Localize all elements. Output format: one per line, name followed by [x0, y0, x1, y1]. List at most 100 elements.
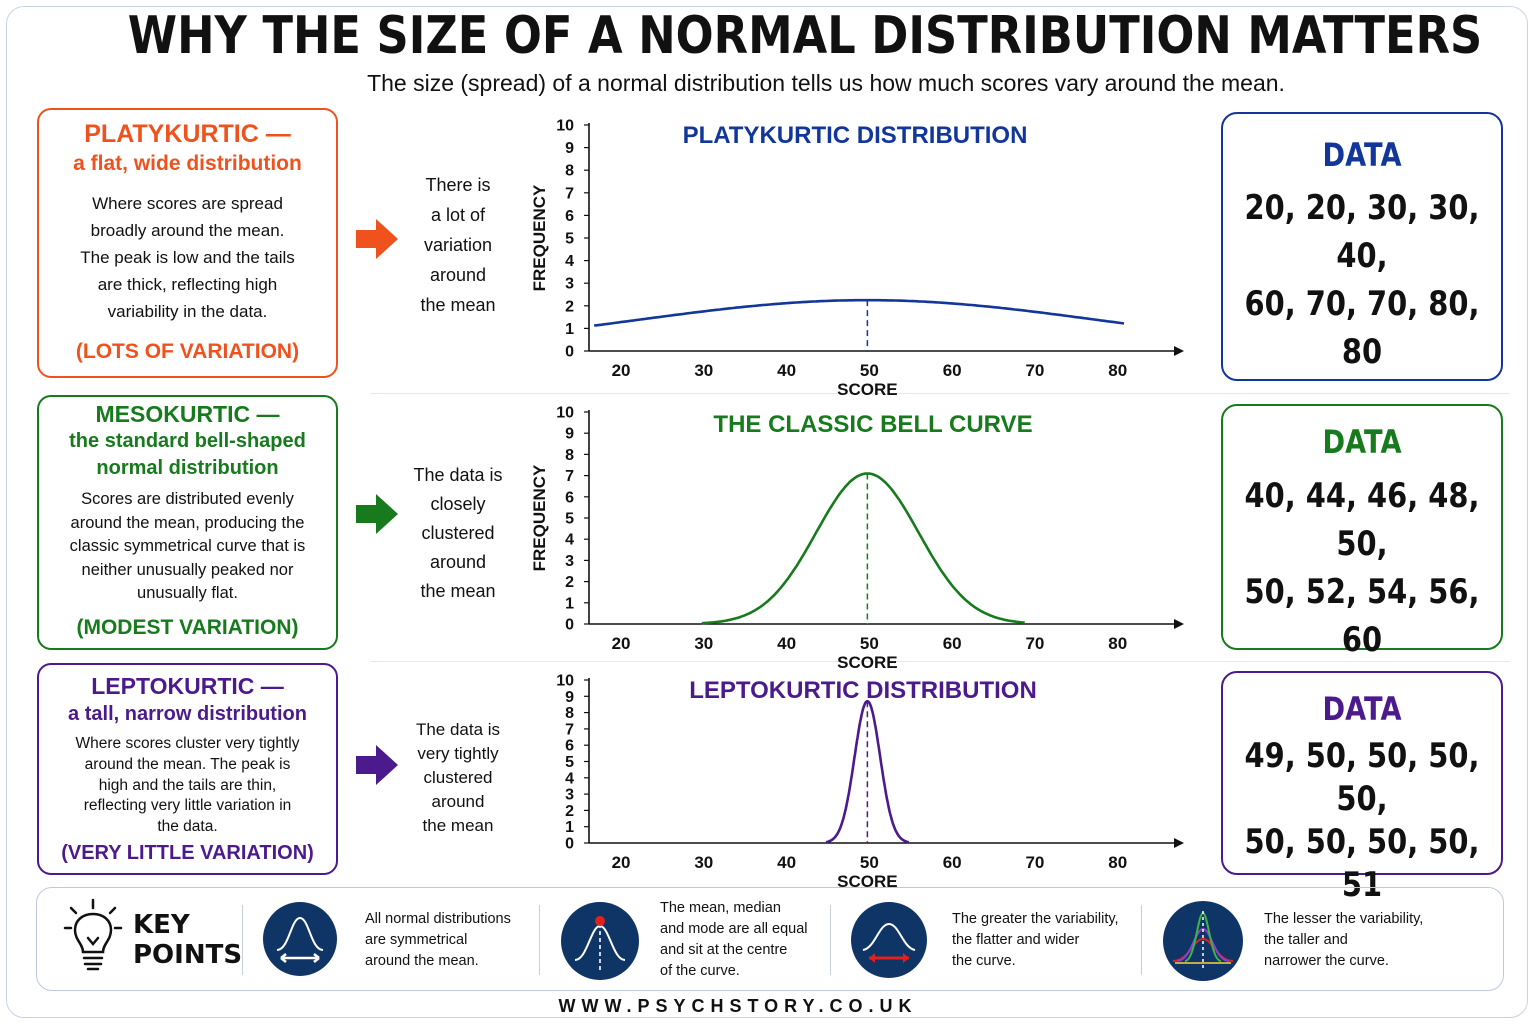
y-tick-label: 3 — [565, 553, 574, 570]
x-tick-label: 80 — [1108, 853, 1127, 872]
x-tick-label: 20 — [612, 361, 631, 380]
platykurtic-subheading: a flat, wide distribution — [73, 152, 302, 175]
leptokurtic-description-box: LEPTOKURTIC — a tall, narrow distributio… — [37, 663, 338, 875]
x-tick-label: 70 — [1025, 853, 1044, 872]
platykurtic-heading: PLATYKURTIC — — [84, 120, 291, 148]
x-tick-label: 20 — [612, 853, 631, 872]
platykurtic-variation-label: (LOTS OF VARIATION) — [75, 340, 300, 363]
leptokurtic-variation-note: The data is very tightly clustered around th… — [415, 720, 501, 835]
y-tick-label: 5 — [565, 231, 574, 248]
platykurtic-data-box: DATA 20, 20, 30, 30, 40, 60, 70, 70, 80, … — [1221, 112, 1503, 381]
x-tick-label: 20 — [612, 634, 631, 653]
y-tick-label: 6 — [565, 489, 574, 506]
y-tick-label: 10 — [556, 118, 574, 135]
y-tick-label: 2 — [565, 574, 574, 591]
divider — [830, 905, 831, 975]
y-tick-label: 8 — [565, 163, 574, 180]
x-tick-label: 60 — [943, 853, 962, 872]
mesokurtic-description-box: MESOKURTIC — the standard bell-shaped no… — [37, 395, 338, 650]
mesokurtic-heading: MESOKURTIC — — [95, 401, 280, 427]
platykurtic-description: Where scores are spread broadly around t… — [80, 194, 295, 321]
x-tick-label: 30 — [694, 853, 713, 872]
page-title: WHY THE SIZE OF A NORMAL DISTRIBUTION MA… — [127, 6, 1483, 66]
y-tick-label: 4 — [565, 532, 574, 549]
mesokurtic-subheading: the standard bell-shaped — [69, 430, 306, 452]
y-tick-label: 8 — [565, 705, 574, 722]
x-axis-label: SCORE — [837, 653, 897, 672]
page-frame — [6, 6, 1528, 1018]
data-heading: DATA — [1322, 136, 1402, 174]
distribution-curve — [701, 472, 1025, 625]
y-tick-label: 7 — [565, 721, 574, 738]
y-tick-label: 0 — [565, 617, 574, 634]
x-tick-label: 60 — [943, 634, 962, 653]
leptokurtic-variation-label: (VERY LITTLE VARIATION) — [61, 842, 314, 864]
x-tick-label: 70 — [1025, 361, 1044, 380]
leptokurtic-data-values: 49, 50, 50, 50, 50, 50, 50, 50, 50, 51 — [1244, 736, 1480, 905]
x-axis-label: SCORE — [837, 872, 897, 891]
key-point-centre-text: The mean, median and mode are all equal an… — [660, 900, 808, 979]
y-tick-label: 0 — [565, 344, 574, 361]
website-footer: WWW.PSYCHSTORY.CO.UK — [558, 996, 918, 1016]
leptokurtic-data-box: DATA 49, 50, 50, 50, 50, 50, 50, 50, 50, … — [1221, 671, 1503, 905]
wide-flat-curve-icon — [851, 902, 927, 978]
y-tick-label: 1 — [565, 595, 574, 612]
y-tick-label: 5 — [565, 511, 574, 528]
key-points-panel: KEY POINTS All normal distributions are sy… — [36, 887, 1504, 991]
chart-title: LEPTOKURTIC DISTRIBUTION — [689, 677, 1037, 704]
y-tick-label: 8 — [565, 447, 574, 464]
key-points-heading: KEY POINTS — [133, 910, 243, 970]
y-axis-label: FREQUENCY — [530, 184, 549, 291]
y-tick-label: 6 — [565, 208, 574, 225]
x-tick-label: 60 — [943, 361, 962, 380]
chart-title: PLATYKURTIC DISTRIBUTION — [683, 122, 1028, 149]
tall-narrow-curve-icon — [1163, 901, 1243, 981]
y-tick-label: 10 — [556, 405, 574, 422]
symmetry-bell-icon — [263, 902, 337, 976]
y-tick-label: 9 — [565, 426, 574, 443]
distribution-curve — [594, 298, 1125, 327]
y-tick-label: 2 — [565, 803, 574, 820]
lightbulb-icon — [63, 898, 123, 971]
x-tick-label: 40 — [777, 634, 796, 653]
x-tick-label: 80 — [1108, 634, 1127, 653]
x-axis-arrowhead — [1174, 619, 1184, 629]
y-axis-label: FREQUENCY — [530, 464, 549, 571]
arrow-right-icon — [356, 745, 398, 785]
chart-2: 0 1 2 3 4 5 6 7 8 9 10 20 30 40 50 60 70 80 SCORE FREQUENCY… — [530, 405, 1184, 672]
key-point-greater-variability-text: The greater the variability, the flatter … — [952, 911, 1119, 969]
platykurtic-description-box: PLATYKURTIC — a flat, wide distribution … — [37, 108, 338, 378]
data-heading: DATA — [1322, 423, 1402, 461]
y-tick-label: 6 — [565, 738, 574, 755]
mesokurtic-data-box: DATA 40, 44, 46, 48, 50, 50, 52, 54, 56, … — [1221, 404, 1503, 660]
divider — [539, 905, 540, 975]
mesokurtic-variation-label: (MODEST VARIATION) — [76, 616, 299, 639]
y-tick-label: 1 — [565, 321, 574, 338]
page-subtitle: The size (spread) of a normal distributi… — [367, 70, 1285, 96]
y-tick-label: 5 — [565, 754, 574, 771]
leptokurtic-heading: LEPTOKURTIC — — [91, 673, 284, 699]
x-tick-label: 80 — [1108, 361, 1127, 380]
key-point-lesser-variability-text: The lesser the variability, the taller an… — [1264, 911, 1424, 969]
y-tick-label: 0 — [565, 836, 574, 853]
mesokurtic-description: Scores are distributed evenly around the… — [69, 490, 306, 602]
x-axis-arrowhead — [1174, 838, 1184, 848]
platykurtic-data-values: 20, 20, 30, 30, 40, 60, 70, 70, 80, 80 — [1244, 188, 1480, 372]
y-tick-label: 9 — [565, 140, 574, 157]
x-tick-label: 40 — [777, 853, 796, 872]
arrow-right-icon — [356, 494, 398, 534]
y-tick-label: 1 — [565, 819, 574, 836]
y-tick-label: 3 — [565, 276, 574, 293]
y-tick-label: 2 — [565, 298, 574, 315]
y-tick-label: 4 — [565, 253, 574, 270]
x-tick-label: 30 — [694, 361, 713, 380]
chart-1: 0 1 2 3 4 5 6 7 8 9 10 20 30 40 50 60 70 80 SCORE FREQUENCY… — [530, 118, 1184, 399]
x-axis-label: SCORE — [837, 380, 897, 399]
y-tick-label: 9 — [565, 689, 574, 706]
chart-title: THE CLASSIC BELL CURVE — [713, 411, 1032, 438]
row-divider — [370, 393, 1510, 394]
centre-peak-icon — [561, 902, 639, 980]
y-tick-label: 7 — [565, 185, 574, 202]
